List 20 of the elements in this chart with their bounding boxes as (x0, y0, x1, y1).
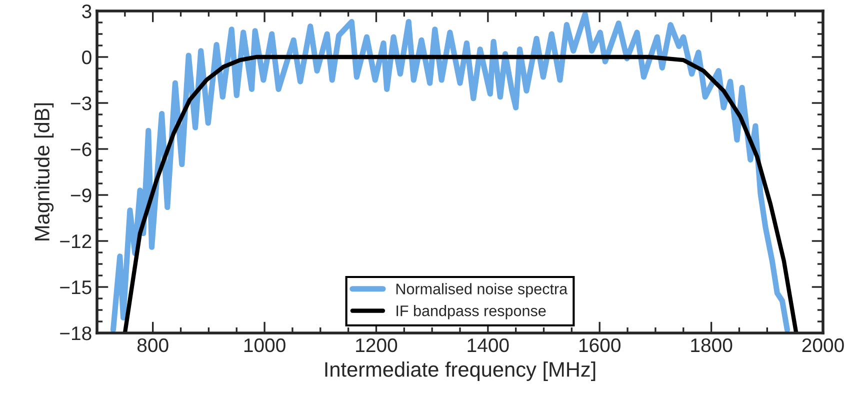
y-tick-label: −18 (60, 326, 92, 340)
x-tick-label: 2000 (802, 338, 844, 352)
y-tick-label: 0 (82, 50, 92, 64)
x-axis-title: Intermediate frequency [MHz] (325, 362, 596, 381)
x-tick-label: 800 (137, 338, 168, 352)
y-axis-title: Magnitude [dB] (34, 103, 54, 240)
y-tick-label: 3 (82, 4, 92, 18)
y-tick-label: −12 (60, 234, 92, 248)
legend-label: IF bandpass response (396, 305, 546, 320)
x-tick-label: 1400 (468, 338, 509, 352)
x-tick-label: 1000 (244, 338, 286, 352)
y-tick-label: −3 (70, 96, 92, 110)
legend-label: Normalised noise spectra (396, 283, 568, 298)
x-tick-label: 1600 (579, 338, 620, 352)
x-tick-label: 1200 (356, 338, 398, 352)
line-series (122, 54, 798, 333)
x-tick-label: 1800 (691, 338, 732, 352)
y-tick-label: −9 (70, 188, 92, 202)
y-tick-label: −6 (70, 142, 92, 156)
y-tick-label: −15 (60, 280, 92, 294)
